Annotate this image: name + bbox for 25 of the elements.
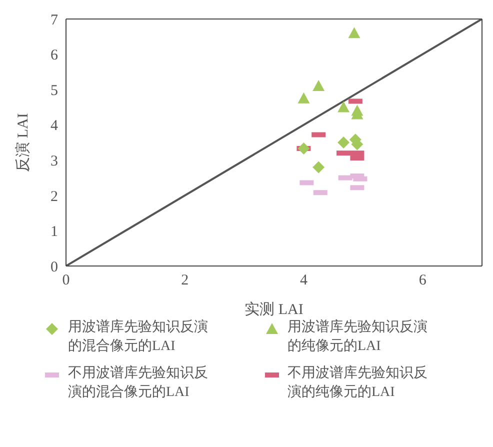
legend-label: 用波谱库先验知识反演的纯像元的LAI xyxy=(288,318,428,356)
x-axis-title: 实测 LAI xyxy=(244,301,304,318)
point xyxy=(312,161,325,174)
x-tick-label: 2 xyxy=(181,272,189,289)
y-tick-label: 4 xyxy=(50,118,58,134)
x-tick-label: 6 xyxy=(418,272,427,289)
legend-label: 不用波谱库先验知识反演的混合像元的LAI xyxy=(68,364,209,402)
x-tick-label: 4 xyxy=(300,272,308,289)
point xyxy=(298,142,310,154)
y-tick-label: 7 xyxy=(50,12,58,28)
y-tick-label: 2 xyxy=(50,188,58,205)
y-tick-label: 0 xyxy=(50,259,58,276)
x-tick-label: 0 xyxy=(62,272,70,289)
legend-label: 用波谱库先验知识反演的混合像元的LAI xyxy=(68,318,209,356)
y-tick-label: 1 xyxy=(50,224,58,240)
y-tick-label: 5 xyxy=(50,82,58,99)
point xyxy=(338,136,350,148)
point xyxy=(312,80,325,92)
y-tick-label: 6 xyxy=(50,48,58,64)
point xyxy=(338,101,350,112)
y-axis-title: 反演 LAI xyxy=(14,113,32,172)
legend-label: 不用波谱库先验知识反演的纯像元的LAI xyxy=(288,364,428,402)
y-tick-label: 3 xyxy=(50,153,58,170)
point xyxy=(348,27,360,38)
point xyxy=(298,92,310,104)
